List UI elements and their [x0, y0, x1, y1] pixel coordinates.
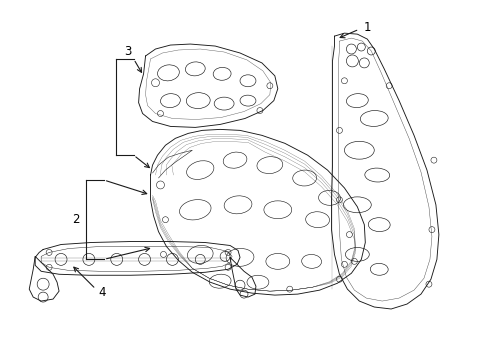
Text: 4: 4	[99, 285, 106, 299]
Text: 3: 3	[123, 45, 131, 58]
Text: 2: 2	[72, 213, 80, 226]
Text: 1: 1	[363, 21, 370, 34]
